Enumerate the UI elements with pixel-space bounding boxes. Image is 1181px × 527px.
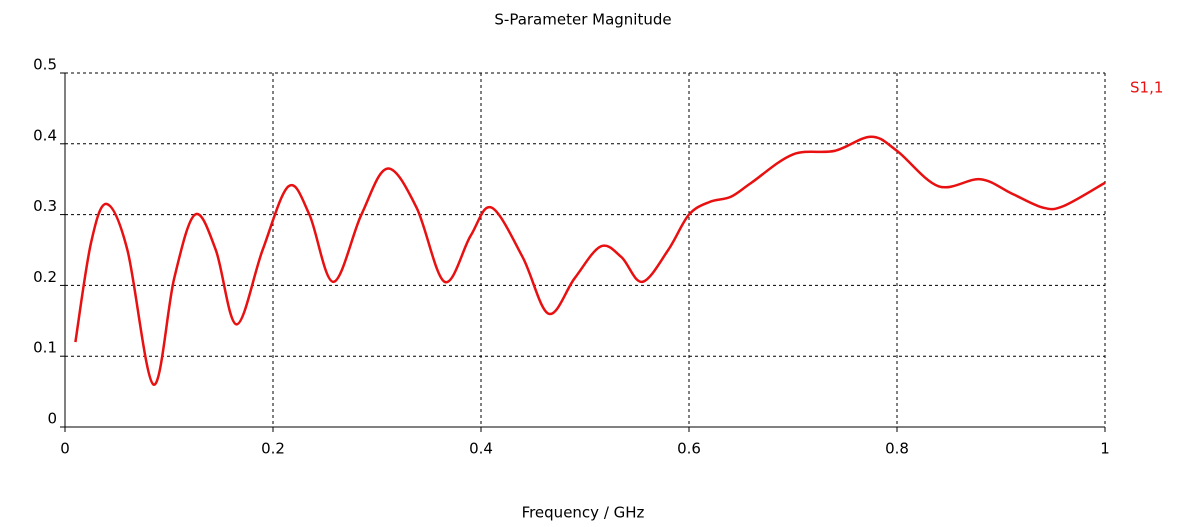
y-tick-label: 0.1	[33, 339, 57, 357]
legend-label: S1,1	[1130, 79, 1163, 97]
y-tick-label: 0.3	[33, 197, 57, 215]
line-series	[74, 135, 1106, 386]
y-tick-label: 0.5	[33, 56, 57, 74]
x-tick-label: 0.4	[469, 440, 493, 458]
y-tick-label: 0	[47, 410, 57, 428]
x-tick-label: 0.2	[261, 440, 285, 458]
chart-title: S-Parameter Magnitude	[494, 11, 671, 29]
x-tick-label: 0	[60, 440, 70, 458]
x-tick-label: 1	[1100, 440, 1110, 458]
x-tick-label: 0.8	[885, 440, 909, 458]
y-tick-label: 0.2	[33, 268, 57, 286]
x-axis-label: Frequency / GHz	[522, 504, 645, 522]
x-tick-label: 0.6	[677, 440, 701, 458]
y-tick-label: 0.4	[33, 126, 57, 144]
